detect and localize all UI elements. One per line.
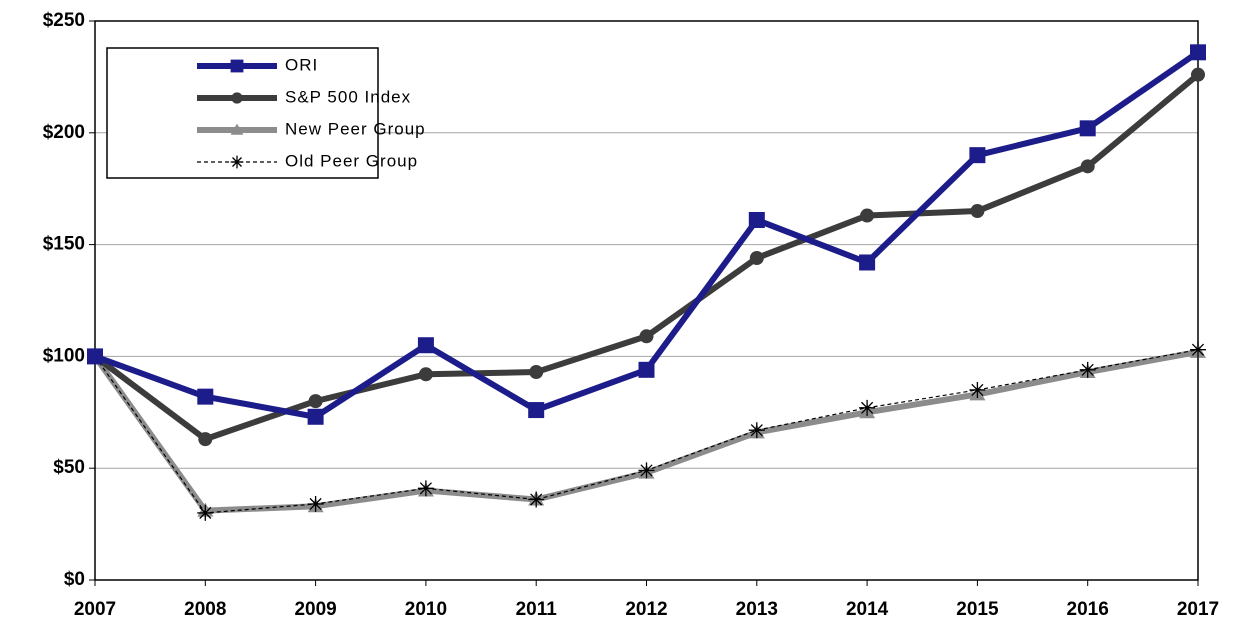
x-tick-label: 2007 [74, 599, 116, 620]
marker [1079, 361, 1096, 378]
marker [230, 155, 244, 169]
x-tick-label: 2009 [294, 599, 336, 620]
marker [528, 402, 545, 419]
marker [859, 254, 876, 271]
legend-label: Old Peer Group [285, 151, 418, 170]
y-tick-label: $250 [43, 10, 85, 31]
x-tick-label: 2013 [736, 599, 778, 620]
x-tick-label: 2012 [625, 599, 667, 620]
legend-label: New Peer Group [285, 119, 426, 138]
x-tick-label: 2015 [956, 599, 999, 620]
marker [528, 491, 545, 508]
y-tick-label: $100 [43, 345, 85, 366]
marker [860, 208, 875, 223]
y-tick-label: $50 [53, 457, 85, 478]
marker [639, 329, 654, 344]
marker [969, 381, 986, 398]
marker [748, 212, 765, 229]
marker [748, 422, 765, 439]
marker [417, 337, 434, 354]
y-tick-label: $0 [64, 569, 85, 590]
marker [231, 92, 243, 104]
marker [198, 432, 213, 447]
marker [638, 462, 655, 479]
marker [638, 361, 655, 378]
plot-border [94, 20, 1199, 581]
y-tick-label: $150 [43, 234, 85, 255]
x-tick-label: 2014 [846, 599, 889, 620]
marker [749, 251, 764, 266]
legend-label: ORI [285, 55, 318, 74]
marker [1190, 341, 1206, 358]
x-tick-label: 2011 [516, 599, 558, 620]
marker [1190, 44, 1206, 61]
marker [1080, 159, 1095, 174]
y-tick-label: $200 [43, 122, 85, 143]
marker [1191, 67, 1205, 82]
marker [197, 388, 214, 405]
marker [307, 408, 324, 425]
marker [87, 348, 103, 365]
marker [859, 399, 876, 416]
marker [417, 480, 434, 497]
marker [970, 204, 985, 219]
x-tick-label: 2016 [1067, 599, 1109, 620]
marker [197, 504, 214, 521]
marker [529, 365, 544, 380]
marker [418, 367, 433, 382]
marker [230, 59, 244, 73]
marker [969, 147, 986, 164]
marker [308, 394, 323, 409]
x-tick-label: 2010 [405, 599, 447, 620]
marker [307, 495, 324, 512]
legend-label: S&P 500 Index [285, 87, 411, 106]
marker [230, 123, 244, 135]
x-tick-label: 2008 [184, 599, 226, 620]
marker [1079, 120, 1096, 137]
x-tick-label: 2017 [1177, 599, 1219, 620]
